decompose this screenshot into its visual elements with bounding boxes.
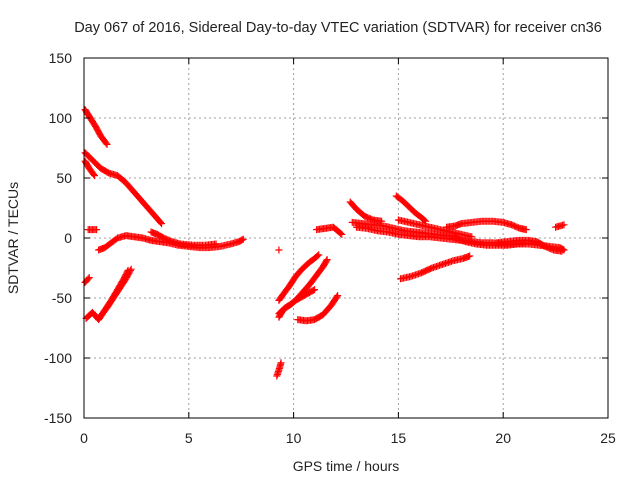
data-point — [239, 235, 247, 243]
series-track-v — [396, 252, 474, 283]
y-tick-label: -50 — [52, 290, 72, 306]
x-tick-label: 0 — [80, 430, 88, 446]
data-point — [212, 240, 220, 248]
series-track-a — [81, 106, 111, 148]
series-track-h — [82, 266, 132, 324]
data-point — [85, 274, 93, 282]
data-point — [90, 172, 98, 180]
data-point — [84, 275, 92, 283]
axis-ticks — [83, 57, 609, 419]
y-axis-label: SDTVAR / TECUs — [5, 182, 21, 294]
data-point — [468, 233, 476, 241]
x-tick-label: 20 — [495, 430, 511, 446]
series-track-w — [443, 217, 530, 234]
data-point — [127, 265, 135, 273]
x-tick-label: 15 — [391, 430, 407, 446]
x-tick-label: 25 — [600, 430, 616, 446]
grid-lines — [84, 58, 608, 418]
data-point — [314, 252, 322, 260]
data-point — [558, 247, 566, 255]
data-point — [277, 359, 285, 367]
data-point — [275, 246, 283, 254]
series-track-c — [81, 157, 98, 180]
chart-title: Day 067 of 2016, Sidereal Day-to-day VTE… — [74, 20, 602, 36]
series-track-j — [275, 246, 283, 254]
data-point — [323, 256, 331, 264]
data-point — [103, 140, 111, 148]
y-tick-label: -150 — [44, 410, 72, 426]
data-point — [338, 230, 346, 238]
series-track-b — [81, 149, 166, 228]
data-point — [322, 257, 330, 265]
data-point — [315, 251, 323, 259]
series-track-o — [273, 359, 285, 380]
data-point — [466, 252, 474, 260]
x-tick-label: 10 — [286, 430, 302, 446]
data-point — [158, 220, 166, 228]
series-track-k — [275, 251, 323, 304]
y-tick-label: -100 — [44, 350, 72, 366]
series-track-t — [392, 192, 430, 225]
data-point — [560, 221, 568, 229]
data-point — [522, 226, 530, 234]
data-point — [90, 170, 98, 178]
data-point — [102, 139, 110, 147]
series-track-q — [346, 198, 386, 225]
x-tick-label: 5 — [185, 430, 193, 446]
data-point — [311, 286, 319, 294]
series-track-p — [313, 223, 346, 238]
y-tick-label: 150 — [49, 50, 73, 66]
data-point — [333, 293, 341, 301]
series-track-i — [96, 265, 135, 321]
data-point — [93, 226, 101, 234]
data-points — [81, 106, 568, 380]
x-axis-tick-labels: 0 5 10 15 20 25 — [80, 430, 616, 446]
data-point — [126, 267, 134, 275]
data-point — [309, 286, 317, 294]
series-track-f — [147, 228, 220, 249]
data-point — [421, 216, 429, 224]
series-track-x — [451, 234, 568, 254]
series-track-g — [81, 274, 93, 286]
series-track-y — [493, 236, 566, 255]
data-point — [157, 218, 165, 226]
data-point — [337, 229, 345, 237]
series-track-n — [294, 292, 342, 325]
y-tick-label: 100 — [49, 110, 73, 126]
y-axis-tick-labels: -150 -100 -50 0 50 100 150 — [44, 50, 72, 426]
series-track-z — [552, 221, 568, 231]
y-tick-label: 0 — [64, 230, 72, 246]
y-tick-label: 50 — [56, 170, 72, 186]
data-point — [334, 292, 342, 300]
series-track-d — [84, 226, 101, 234]
series-track-m — [275, 286, 319, 321]
x-axis-label: GPS time / hours — [293, 458, 400, 474]
